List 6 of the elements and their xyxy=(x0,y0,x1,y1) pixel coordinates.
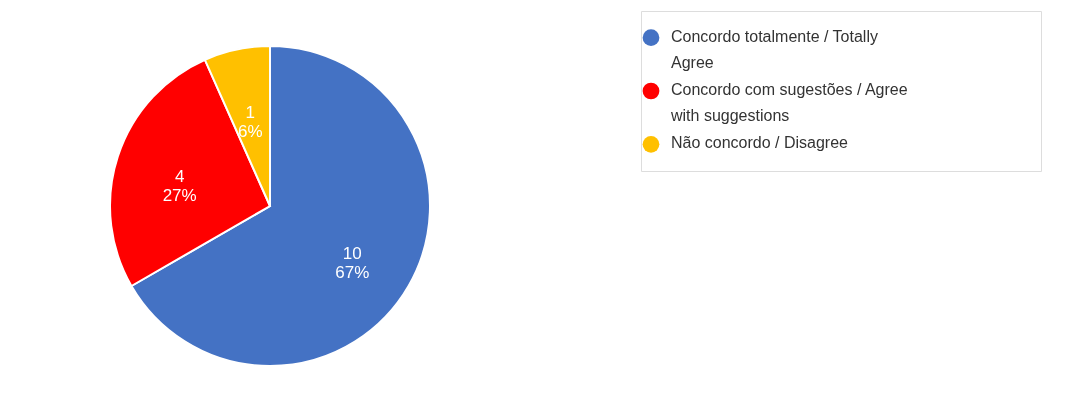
legend-label: Concordo com sugestões / Agree with suggestions xyxy=(670,81,908,124)
legend-label: Não concordo / Disagree xyxy=(671,134,849,152)
data-label: 10 67% xyxy=(335,243,370,282)
data-label: 4 27% xyxy=(162,166,197,205)
legend-label: Concordo totalmente / Totally Agree xyxy=(671,27,878,71)
data-label: 1 6% xyxy=(237,103,263,142)
